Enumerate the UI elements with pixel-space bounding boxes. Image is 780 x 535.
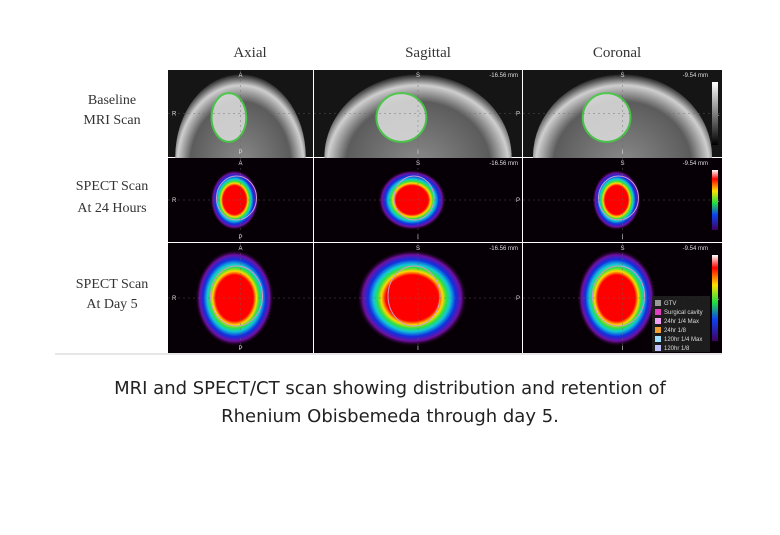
legend-label: 120hr 1/4 Max — [664, 337, 702, 343]
slice-label: -16.56 mm — [489, 73, 518, 79]
uptake — [592, 170, 641, 230]
legend-swatch — [655, 318, 661, 324]
color-bar — [712, 170, 718, 230]
orientation: I — [622, 346, 624, 352]
orientation: P — [238, 235, 242, 241]
orientation: P — [238, 150, 242, 156]
row-label: Baseline — [88, 93, 136, 108]
orientation: I — [622, 150, 624, 156]
row-label: SPECT Scan — [76, 179, 148, 194]
row-label: MRI Scan — [83, 113, 140, 128]
orientation: P — [516, 198, 520, 204]
slice-label: -16.56 mm — [489, 161, 518, 167]
legend-label: 24hr 1/4 Max — [664, 319, 699, 325]
column-header: Sagittal — [405, 45, 451, 61]
legend-swatch — [655, 345, 661, 351]
row-label: At Day 5 — [86, 297, 137, 312]
contour — [592, 265, 645, 327]
orientation: I — [417, 235, 419, 241]
orientation: A — [238, 161, 242, 167]
orientation: I — [622, 235, 624, 241]
contour — [598, 175, 639, 221]
orientation: R — [172, 112, 177, 118]
legend-label: GTV — [664, 301, 676, 307]
contour — [387, 265, 441, 327]
orientation: I — [417, 346, 419, 352]
color-bar — [712, 82, 718, 145]
tumor — [581, 92, 632, 143]
slice-label: -9.54 mm — [683, 246, 708, 252]
column-header: Axial — [233, 45, 266, 61]
slice-label: -16.56 mm — [489, 246, 518, 252]
contour — [393, 175, 435, 221]
tumor — [375, 92, 428, 143]
legend-swatch — [655, 309, 661, 315]
orientation: I — [417, 150, 419, 156]
caption: MRI and SPECT/CT scan showing distributi… — [114, 378, 666, 399]
orientation: S — [416, 246, 420, 252]
orientation: S — [416, 161, 420, 167]
slice-label: -9.54 mm — [683, 73, 708, 79]
caption: Rhenium Obisbemeda through day 5. — [221, 406, 559, 427]
legend-swatch — [655, 336, 661, 342]
orientation: S — [620, 246, 624, 252]
orientation: P — [516, 296, 520, 302]
legend-swatch — [655, 327, 661, 333]
legend-box — [652, 296, 710, 352]
row-label: At 24 Hours — [77, 201, 146, 216]
tumor — [210, 92, 248, 143]
uptake — [357, 250, 467, 346]
orientation: S — [416, 73, 420, 79]
orientation: P — [516, 112, 520, 118]
slice-label: -9.54 mm — [683, 161, 708, 167]
legend-swatch — [655, 300, 661, 306]
orientation: A — [238, 246, 242, 252]
row-label: SPECT Scan — [76, 277, 148, 292]
orientation: P — [238, 346, 242, 352]
contour — [216, 175, 257, 221]
contour — [210, 265, 263, 327]
color-bar — [712, 255, 718, 341]
orientation: S — [620, 161, 624, 167]
legend-label: 24hr 1/8 — [664, 328, 687, 334]
column-header: Coronal — [593, 45, 641, 61]
legend-label: 120hr 1/8 — [664, 346, 690, 352]
legend: GTV Surgical cavity 24hr 1/4 Max 24hr 1/8 12… — [652, 296, 710, 352]
orientation: S — [620, 73, 624, 79]
orientation: R — [172, 296, 177, 302]
orientation: R — [172, 198, 177, 204]
legend-label: Surgical cavity — [664, 310, 703, 316]
uptake — [378, 170, 446, 230]
orientation: A — [238, 73, 242, 79]
